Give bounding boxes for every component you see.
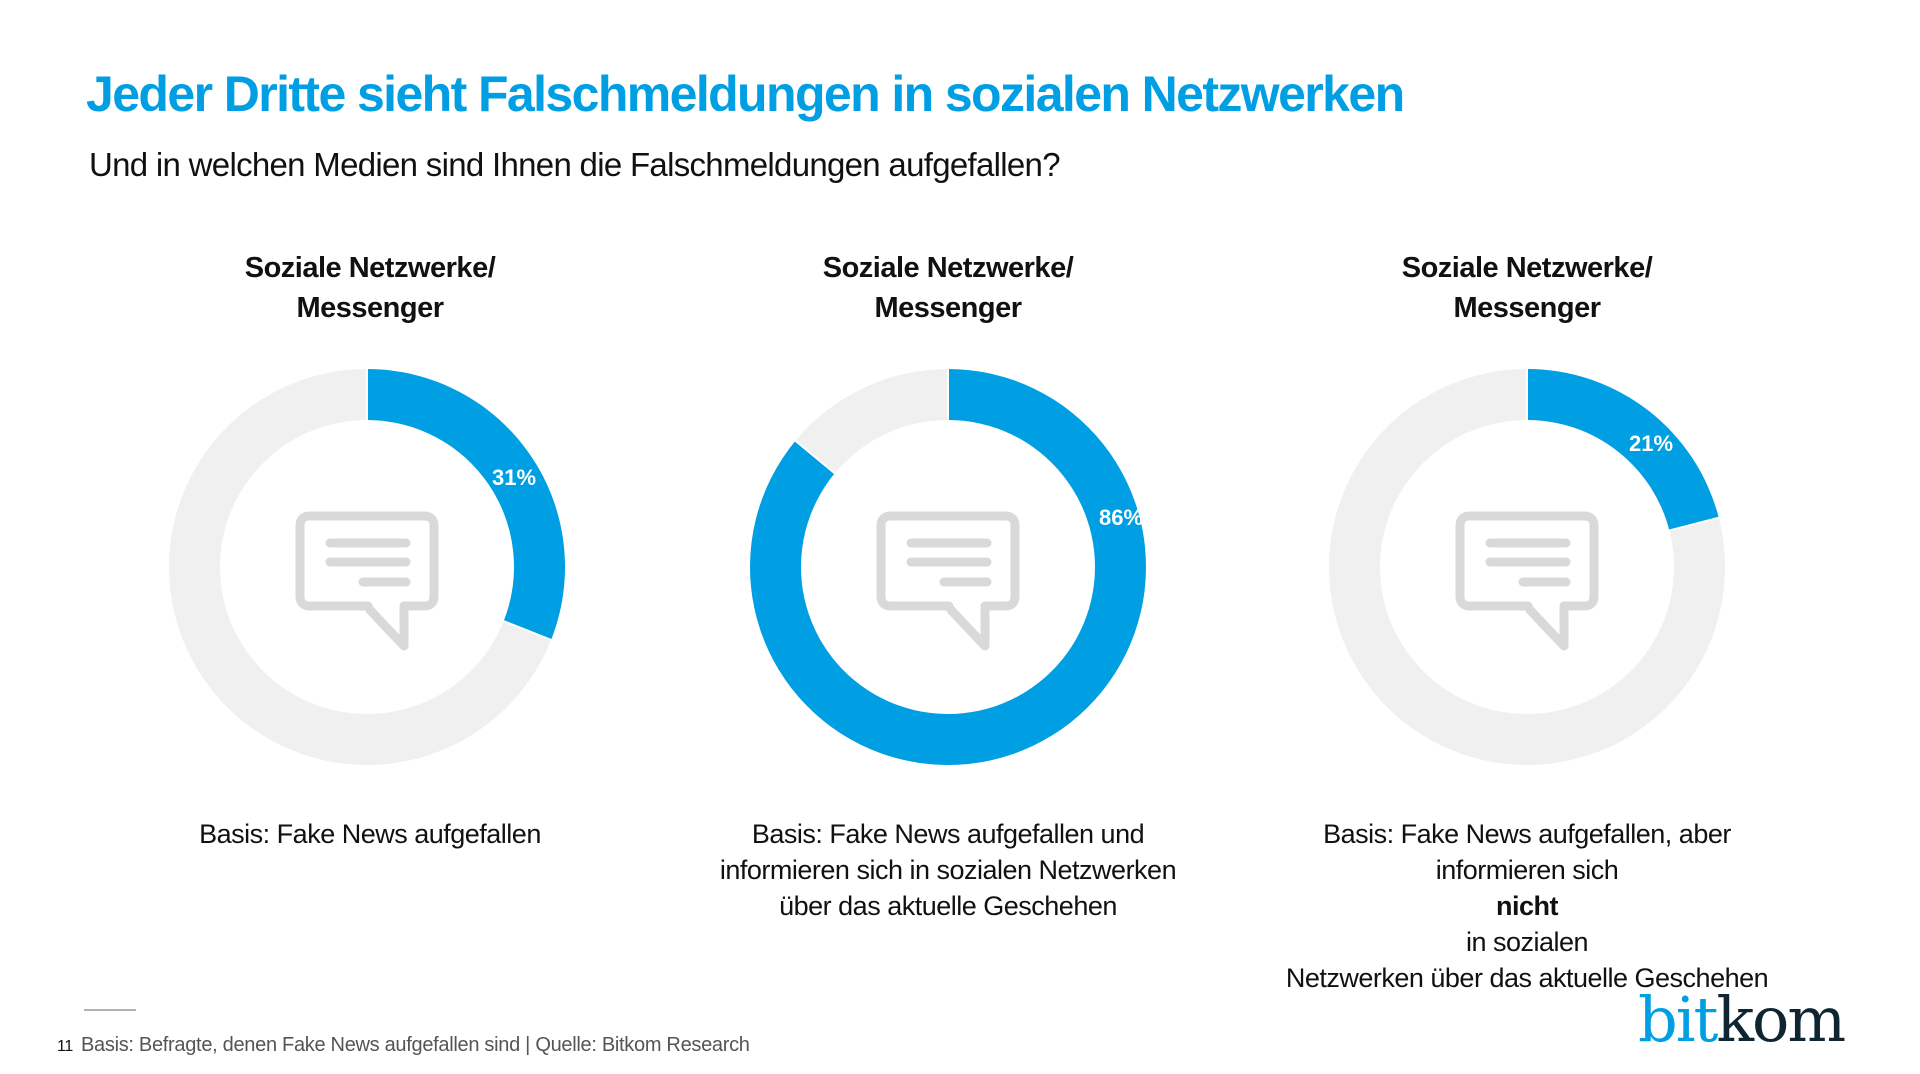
segment-separator: [794, 439, 837, 475]
caption-line: Basis: Fake News aufgefallen, aber: [1217, 816, 1837, 852]
chat-bubble-outline: [295, 511, 439, 651]
chart-heading-line: Soziale Netzwerke/: [1401, 252, 1653, 284]
chart-heading-line: Messenger: [296, 292, 444, 324]
chat-bubble-icon: [295, 511, 439, 651]
caption-text: Netzwerken über das aktuelle Geschehen: [1285, 963, 1769, 993]
donut-value-segment: [1527, 369, 1719, 531]
chat-bubble-icon: [1455, 511, 1599, 651]
chat-bubble-icon: [876, 511, 1020, 651]
donut-value-label: 31%: [492, 465, 536, 490]
logo-part-kom: kom: [1716, 983, 1846, 1056]
donut-remainder-segment: [795, 369, 948, 474]
caption-line: Basis: Fake News aufgefallen: [60, 816, 680, 852]
caption-emphasis: nicht: [1496, 891, 1559, 921]
source-note: Basis: Befragte, denen Fake News aufgefa…: [81, 1034, 750, 1056]
logo-part-bit: bit: [1638, 983, 1718, 1056]
chat-bubble-outline: [1455, 511, 1599, 651]
chat-bubble-outline: [876, 511, 1020, 651]
donut-remainder-segment: [1329, 369, 1725, 765]
donut-value-label: 21%: [1629, 431, 1673, 456]
donut-chart-2: 86%: [749, 368, 1146, 766]
chart-heading-line: Messenger: [874, 292, 1022, 324]
page-number: 11: [57, 1038, 74, 1055]
chart-heading-1: Soziale Netzwerke/ Messenger: [110, 248, 630, 328]
chart-heading-line: Soziale Netzwerke/: [822, 252, 1074, 284]
caption-line: informieren sich in sozialen Netzwerken: [638, 852, 1258, 888]
chart-heading-line: Messenger: [1453, 292, 1601, 324]
page-subtitle: Und in welchen Medien sind Ihnen die Fal…: [89, 146, 1061, 183]
chart-caption-3: Basis: Fake News aufgefallen, aber inform…: [1217, 816, 1837, 996]
caption-line: Basis: Fake News aufgefallen und: [638, 816, 1258, 852]
caption-line: Netzwerken über das aktuelle Geschehen: [1217, 960, 1837, 996]
donut-value-label: 86%: [1099, 505, 1143, 530]
donut-chart-1: 31%: [168, 368, 565, 765]
caption-text: Basis: Fake News aufgefallen: [199, 819, 541, 849]
caption-text: Basis: Fake News aufgefallen und: [751, 819, 1145, 849]
segment-separator: [1668, 516, 1720, 532]
donut-remainder-segment: [168, 369, 552, 765]
footer-divider: [84, 1009, 136, 1011]
page-title: Jeder Dritte sieht Falschmeldungen in so…: [86, 66, 1405, 122]
caption-line: informieren sich nicht in sozialen: [1217, 852, 1837, 960]
caption-text: informieren sich in sozialen Netzwerken: [719, 855, 1177, 885]
donut-chart-3: 21%: [1329, 368, 1725, 765]
chart-heading-2: Soziale Netzwerke/ Messenger: [688, 248, 1208, 328]
donut-value-segment: [367, 369, 565, 640]
footer-note: 11 Basis: Befragte, denen Fake News aufge…: [57, 1032, 750, 1060]
donut-value-segment: [749, 369, 1146, 766]
chart-heading-line: Soziale Netzwerke/: [244, 252, 496, 284]
caption-text: in sozialen: [1465, 927, 1589, 957]
segment-separator: [502, 619, 553, 642]
chart-caption-1: Basis: Fake News aufgefallen: [60, 816, 680, 852]
caption-text: über das aktuelle Geschehen: [779, 891, 1117, 921]
chart-caption-2: Basis: Fake News aufgefallen und informie…: [638, 816, 1258, 924]
caption-text: informieren sich: [1435, 855, 1619, 885]
chart-heading-3: Soziale Netzwerke/ Messenger: [1267, 248, 1787, 328]
bitkom-logo: bitkom: [1638, 983, 1846, 1056]
caption-line: über das aktuelle Geschehen: [638, 888, 1258, 924]
caption-text: Basis: Fake News aufgefallen, aber: [1323, 819, 1731, 849]
